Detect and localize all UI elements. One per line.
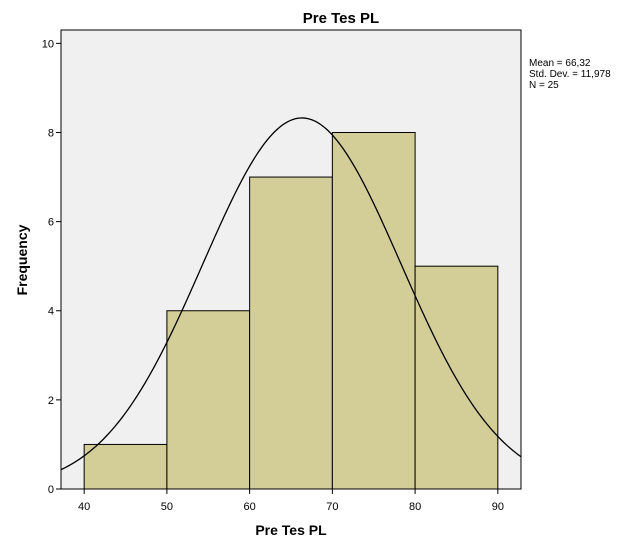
y-tick-label-8: 8	[48, 127, 54, 139]
y-tick-label-6: 6	[48, 217, 54, 229]
histogram-bar-70-80	[331, 131, 416, 490]
y-tick-label-10: 10	[42, 38, 54, 50]
histogram-bar-40-50	[83, 443, 168, 490]
chart-title: Pre Tes PL	[303, 10, 379, 27]
x-tick-label-90: 90	[492, 501, 504, 513]
histogram-bar-80-90	[414, 265, 499, 490]
x-tick-label-60: 60	[244, 501, 256, 513]
y-tick-label-2: 2	[48, 395, 54, 407]
x-tick-label-40: 40	[78, 501, 90, 513]
stat-mean: Mean = 66,32	[529, 58, 591, 69]
y-axis-title: Frequency	[14, 224, 30, 295]
y-tick-label-0: 0	[48, 484, 54, 496]
x-tick-label-70: 70	[326, 501, 338, 513]
x-tick-label-80: 80	[409, 501, 421, 513]
normal-curve	[60, 117, 522, 471]
stat-std-dev: Std. Dev. = 11,978	[529, 69, 611, 80]
x-axis-title: Pre Tes PL	[255, 522, 327, 538]
plot-frame	[60, 29, 522, 490]
histogram-bar-50-60	[166, 310, 251, 490]
y-tick-label-4: 4	[48, 306, 54, 318]
histogram-bar-60-70	[249, 176, 333, 490]
x-tick-label-50: 50	[161, 501, 173, 513]
stat-n: N = 25	[529, 80, 559, 91]
